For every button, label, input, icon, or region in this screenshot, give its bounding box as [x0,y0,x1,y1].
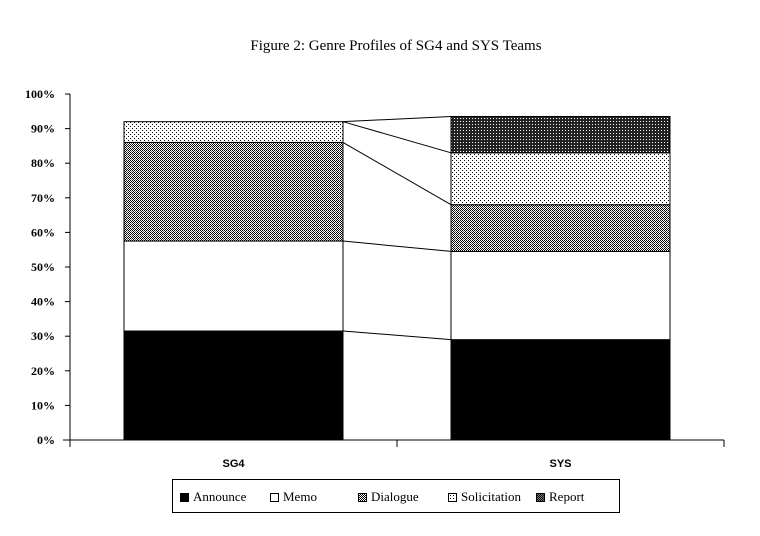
y-tick-label: 80% [31,156,55,170]
x-category-label: SG4 [222,458,245,470]
bar-segment-memo-sys [450,250,671,341]
legend-label: Solicitation [461,489,521,504]
y-tick-label: 50% [31,260,55,274]
y-tick-label: 90% [31,122,55,136]
bar-segment-announce-sg4 [123,330,344,441]
bar-segment-solicitation-sg4 [123,121,344,143]
legend-label: Memo [283,489,317,504]
chart-title: Figure 2: Genre Profiles of SG4 and SYS … [250,38,542,54]
legend-swatch-announce [180,492,189,502]
bar-segment-announce-sys [450,339,671,441]
legend-item-announce: Announce [180,489,246,505]
y-tick-label: 100% [25,87,55,101]
series-line-dialogue [342,142,452,206]
legend-item-solicitation: Solicitation [448,489,521,505]
series-line-report [342,115,452,123]
x-category-label: SYS [549,458,571,470]
y-tick-label: 20% [31,364,55,378]
legend-swatch-solicitation [448,492,457,502]
y-tick-label: 0% [37,433,55,447]
series-line-announce [342,330,452,341]
legend-item-report: Report [536,489,584,505]
y-tick-label: 70% [31,191,55,205]
bar-segment-solicitation-sys [450,152,671,206]
series-line-solicitation [342,121,452,154]
y-tick-label: 10% [31,398,55,412]
bar-segment-memo-sg4 [123,240,344,332]
legend-label: Dialogue [371,489,419,504]
chart-legend: Announce Memo Dialogue Solicitation Report [172,479,620,513]
legend-swatch-dialogue [358,492,367,502]
bar-segment-dialogue-sys [450,204,671,252]
y-tick-label: 60% [31,225,55,239]
bar-segment-dialogue-sg4 [123,141,344,242]
legend-item-memo: Memo [270,489,317,505]
y-tick-label: 40% [31,295,55,309]
legend-swatch-memo [270,492,279,502]
legend-label: Announce [193,489,247,504]
y-tick-label: 30% [31,329,55,343]
legend-label: Report [549,489,585,504]
legend-item-dialogue: Dialogue [358,489,419,505]
series-line-memo [342,240,452,252]
bar-segment-report-sys [450,115,671,154]
legend-swatch-report [536,492,545,502]
